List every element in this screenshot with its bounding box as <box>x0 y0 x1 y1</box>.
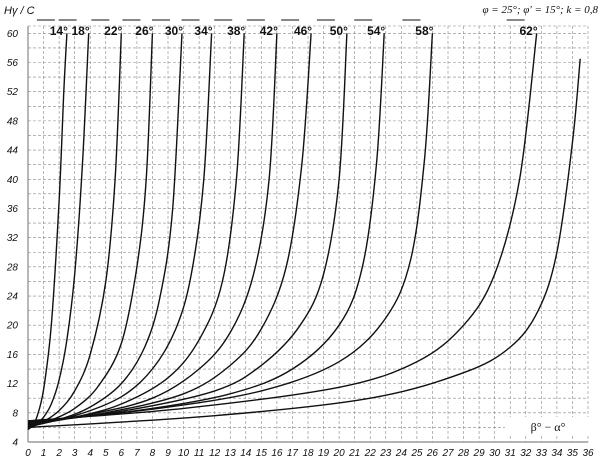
y-axis-label: Hγ / C <box>4 5 35 17</box>
series-label: 26° <box>135 24 153 38</box>
series-label: 30° <box>165 24 183 38</box>
x-tick-label: 29 <box>473 448 486 459</box>
x-tick-label: 15 <box>256 448 268 459</box>
series-labels: 14° 18° 22° 26° 30° 34° 38° 42° 46° 50° 54° 58° 62° <box>36 19 538 38</box>
series-label: 14° <box>50 24 68 38</box>
y-tick-label: 16 <box>7 350 19 361</box>
x-tick-label: 2 <box>55 448 62 459</box>
y-tick-label: 8 <box>12 408 18 419</box>
x-tick-label: 12 <box>209 448 221 459</box>
series-line-7 <box>27 33 245 426</box>
y-tick-label: 32 <box>7 233 19 244</box>
y-tick-label: 44 <box>7 146 19 157</box>
x-tick-label: 3 <box>72 448 78 459</box>
x-axis-label: β° − α° <box>531 420 566 434</box>
x-tick-label: 19 <box>318 448 330 459</box>
x-tick-label: 16 <box>271 448 283 459</box>
series-label: 54° <box>367 24 385 38</box>
x-tick-label: 20 <box>333 448 346 459</box>
series-label: 46° <box>294 24 312 38</box>
x-tick-label: 14 <box>240 448 252 459</box>
x-tick-label: 24 <box>395 448 408 459</box>
x-tick-label: 34 <box>551 448 563 459</box>
series-line-6 <box>27 33 213 427</box>
series-label: 58° <box>415 24 433 38</box>
y-tick-label: 56 <box>7 58 19 69</box>
x-tick-label: 31 <box>505 448 516 459</box>
y-tick-label: 48 <box>7 116 19 127</box>
series-line-12 <box>27 33 434 423</box>
x-tick-label: 28 <box>457 448 470 459</box>
x-tick-label: 10 <box>178 448 190 459</box>
x-tick-label: 8 <box>150 448 156 459</box>
x-tick-label: 9 <box>165 448 171 459</box>
series-curves <box>27 33 581 431</box>
series-line-9 <box>27 33 312 425</box>
series-line-5 <box>27 33 183 428</box>
x-tick-label: 32 <box>520 448 532 459</box>
y-tick-label: 20 <box>6 321 19 332</box>
series-label: 50° <box>330 24 348 38</box>
series-label: 42° <box>260 24 278 38</box>
x-tick-label: 21 <box>348 448 360 459</box>
x-tick-label: 35 <box>567 448 579 459</box>
y-tick-label: 28 <box>6 262 19 273</box>
y-tick-label: 24 <box>6 292 19 303</box>
x-tick-label: 0 <box>25 448 31 459</box>
series-label: 22° <box>104 24 122 38</box>
x-tick-label: 18 <box>302 448 314 459</box>
series-label: 62° <box>520 24 538 38</box>
series-label: 18° <box>72 24 90 38</box>
x-tick-label: 33 <box>536 448 548 459</box>
x-tick-label: 26 <box>426 448 439 459</box>
x-tick-label: 17 <box>287 448 299 459</box>
x-tick-label: 27 <box>441 448 454 459</box>
y-tick-label: 52 <box>7 87 19 98</box>
series-line-8 <box>27 33 278 426</box>
x-tick-label: 13 <box>225 448 237 459</box>
x-tick-label: 36 <box>582 448 594 459</box>
x-tick-label: 11 <box>194 448 204 459</box>
x-tick-label: 30 <box>489 448 501 459</box>
series-line-4 <box>27 33 154 429</box>
y-tick-label: 60 <box>7 29 19 40</box>
x-tick-label: 25 <box>410 448 423 459</box>
grid <box>27 25 589 443</box>
y-tick-label: 4 <box>12 438 18 449</box>
x-axis-label-background <box>505 417 593 435</box>
x-tick-labels: 0 1 2 3 4 5 6 7 8 9 10 11 12 13 14 15 16 17 18 19 20 21 22 23 24… <box>25 448 594 459</box>
x-tick-label: 1 <box>41 448 47 459</box>
parameters-label: φ = 25°; φ' = 15°; k = 0,8 <box>482 4 598 16</box>
x-tick-label: 6 <box>119 448 125 459</box>
y-tick-label: 40 <box>7 175 19 186</box>
x-tick-label: 23 <box>379 448 392 459</box>
series-line-13 <box>27 33 538 422</box>
x-tick-label: 7 <box>134 448 140 459</box>
x-tick-label: 5 <box>103 448 109 459</box>
series-line-10 <box>27 33 348 424</box>
series-label: 38° <box>227 24 245 38</box>
x-tick-label: 22 <box>364 448 377 459</box>
series-line-14 <box>27 58 581 429</box>
series-label: 34° <box>194 24 212 38</box>
series-line-2 <box>27 33 90 430</box>
y-tick-label: 12 <box>7 379 19 390</box>
x-tick-label: 4 <box>87 448 93 459</box>
y-tick-label: 36 <box>7 204 19 215</box>
